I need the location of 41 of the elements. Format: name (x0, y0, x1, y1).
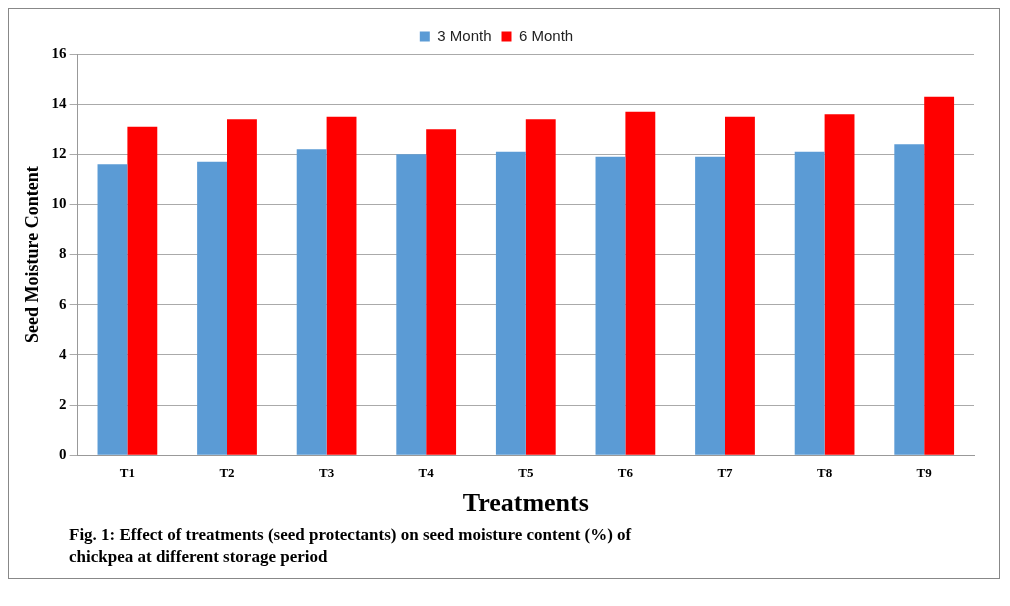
x-tick-label: T1 (119, 465, 135, 481)
y-tick-label: 12 (51, 145, 67, 162)
bar (525, 119, 556, 455)
bar (296, 149, 327, 455)
bar (625, 111, 656, 455)
bar (695, 156, 725, 455)
x-tick-label: T7 (717, 465, 734, 481)
y-tick-label: 10 (51, 195, 67, 212)
x-tick-label: T2 (219, 465, 235, 481)
caption: Fig. 1: Effect of treatments (seed protectants) on seed moisture content (%) of chickpea at different storage period (69, 524, 633, 569)
bar (197, 161, 227, 455)
legend-label: 3 Month (437, 26, 492, 44)
x-tick-label: T4 (418, 465, 435, 481)
x-tick-label: T6 (617, 465, 634, 481)
y-tick-label: 8 (59, 245, 67, 262)
y-axis-title: Seed Moisture Content (22, 166, 43, 343)
x-axis-title: Treatments (462, 488, 589, 518)
legend-label: 6 Month (519, 26, 574, 44)
bar (326, 116, 357, 455)
bar (824, 114, 855, 455)
bar (595, 156, 626, 455)
x-tick-label: T5 (518, 465, 534, 481)
x-tick-label: T8 (817, 465, 833, 481)
y-tick-label: 16 (51, 44, 68, 61)
bar (396, 154, 427, 455)
bar (97, 164, 128, 455)
bar (426, 129, 457, 455)
y-tick-label: 14 (51, 95, 68, 112)
y-tick-label: 4 (59, 345, 68, 362)
bar (894, 144, 925, 455)
bar (127, 126, 158, 455)
bar (495, 151, 526, 455)
bar (227, 119, 257, 455)
bar (924, 96, 955, 455)
bar (794, 151, 825, 455)
y-tick-label: 2 (59, 395, 67, 412)
x-tick-label: T9 (916, 465, 933, 481)
y-tick-label: 0 (59, 446, 67, 463)
x-tick-label: T3 (319, 465, 335, 481)
y-tick-label: 6 (59, 295, 68, 312)
bar (725, 116, 755, 455)
